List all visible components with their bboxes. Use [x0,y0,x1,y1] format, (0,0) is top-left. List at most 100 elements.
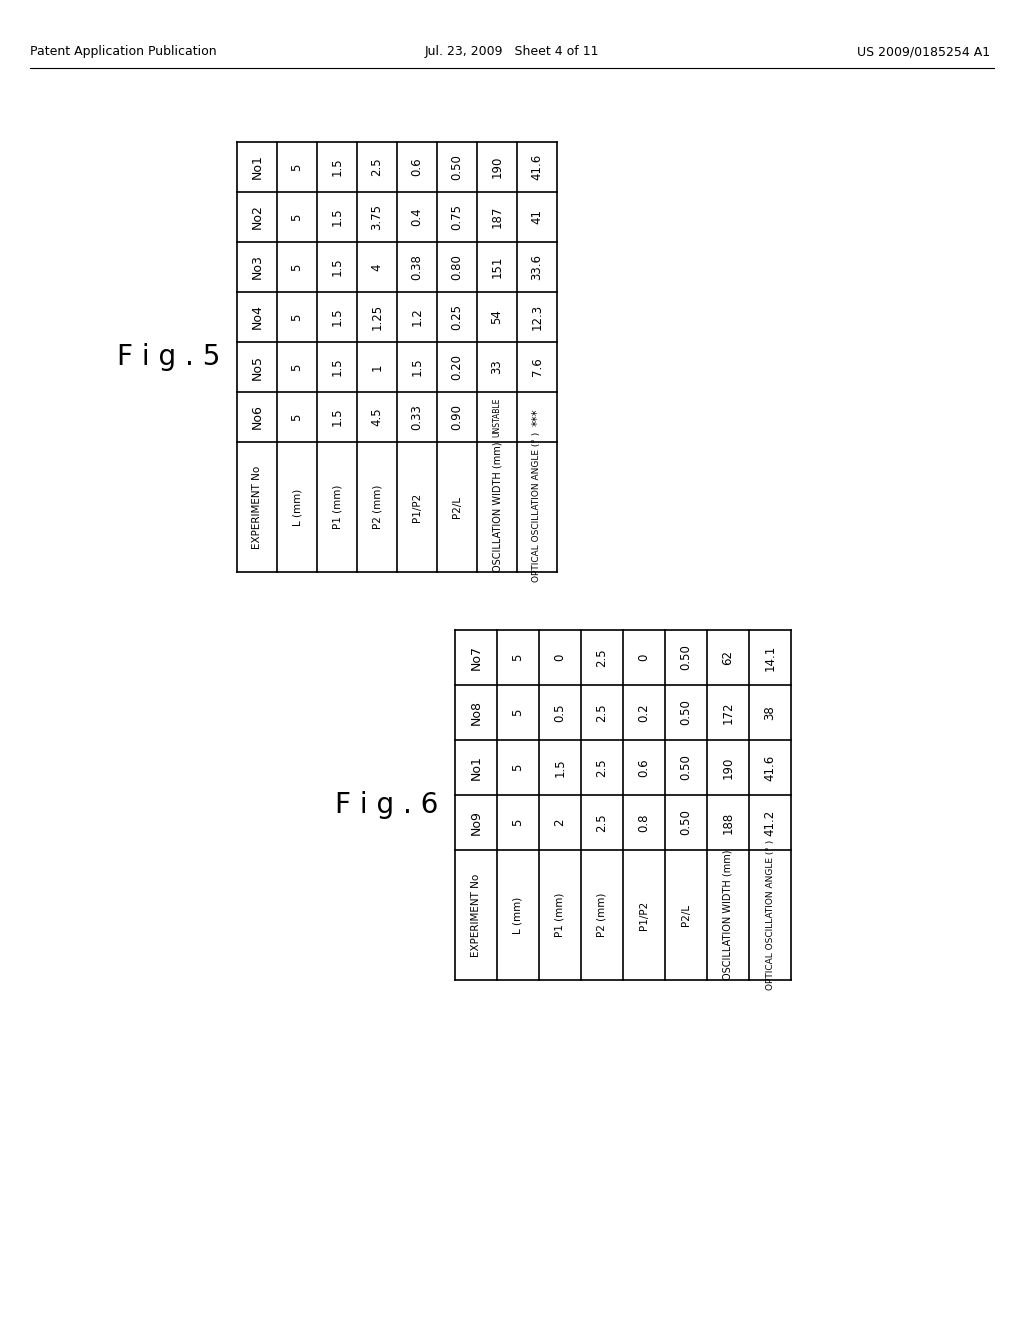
Text: 2.5: 2.5 [596,704,608,722]
Text: 188: 188 [722,812,734,834]
Text: EXPERIMENT No: EXPERIMENT No [471,874,481,957]
Text: No1: No1 [469,755,482,780]
Text: 0.50: 0.50 [680,644,692,671]
Text: 2.5: 2.5 [596,648,608,667]
Text: ***: *** [530,408,544,426]
Text: 41.6: 41.6 [764,754,776,780]
Text: 0.5: 0.5 [554,704,566,722]
Text: 0.4: 0.4 [411,207,424,226]
Text: 0.80: 0.80 [451,253,464,280]
Text: 0.20: 0.20 [451,354,464,380]
Text: Patent Application Publication: Patent Application Publication [30,45,217,58]
Text: 1.5: 1.5 [411,358,424,376]
Text: 0.33: 0.33 [411,404,424,430]
Text: P2 (mm): P2 (mm) [597,892,607,937]
Text: 2.5: 2.5 [371,157,384,177]
Text: L (mm): L (mm) [292,488,302,525]
Text: 2.5: 2.5 [596,813,608,832]
Text: 2: 2 [554,818,566,826]
Text: 0.50: 0.50 [680,755,692,780]
Text: 1.5: 1.5 [331,408,343,426]
Text: 0.25: 0.25 [451,304,464,330]
Text: P1/P2: P1/P2 [639,900,649,929]
Text: 12.3: 12.3 [530,304,544,330]
Text: 5: 5 [291,263,303,271]
Text: 190: 190 [490,156,504,178]
Text: 38: 38 [764,705,776,719]
Text: 41.6: 41.6 [530,154,544,180]
Text: 5: 5 [291,413,303,421]
Text: No9: No9 [469,810,482,836]
Text: P2/L: P2/L [681,904,691,927]
Text: Jul. 23, 2009   Sheet 4 of 11: Jul. 23, 2009 Sheet 4 of 11 [425,45,599,58]
Text: 0: 0 [554,653,566,661]
Text: 7.6: 7.6 [530,358,544,376]
Text: No6: No6 [251,404,263,429]
Text: 1.2: 1.2 [411,308,424,326]
Text: 5: 5 [291,363,303,371]
Text: 4.5: 4.5 [371,408,384,426]
Text: 5: 5 [512,764,524,771]
Text: 1.5: 1.5 [331,358,343,376]
Text: 5: 5 [512,818,524,826]
Text: 151: 151 [490,256,504,279]
Text: 1.5: 1.5 [554,758,566,776]
Text: OSCILLATION WIDTH (mm): OSCILLATION WIDTH (mm) [492,442,502,573]
Text: EXPERIMENT No: EXPERIMENT No [252,466,262,549]
Text: 1.5: 1.5 [331,157,343,177]
Text: 62: 62 [722,649,734,665]
Text: No1: No1 [251,154,263,180]
Text: 0.50: 0.50 [451,154,464,180]
Text: P1 (mm): P1 (mm) [332,484,342,529]
Text: No7: No7 [469,645,482,671]
Text: 33.6: 33.6 [530,253,544,280]
Text: 5: 5 [512,653,524,661]
Text: 2.5: 2.5 [596,758,608,776]
Text: No5: No5 [251,355,263,380]
Text: 5: 5 [291,214,303,220]
Text: No2: No2 [251,205,263,230]
Text: 0.6: 0.6 [638,758,650,776]
Text: 1.5: 1.5 [331,207,343,226]
Text: 1.5: 1.5 [331,257,343,276]
Text: P1/P2: P1/P2 [412,492,422,521]
Text: 0.50: 0.50 [680,700,692,726]
Text: 3.75: 3.75 [371,205,384,230]
Text: 190: 190 [722,756,734,779]
Text: 0.38: 0.38 [411,253,424,280]
Text: 14.1: 14.1 [764,644,776,671]
Text: P2 (mm): P2 (mm) [372,484,382,529]
Text: UNSTABLE: UNSTABLE [493,397,502,437]
Text: 5: 5 [291,164,303,170]
Text: 0.2: 0.2 [638,704,650,722]
Text: No3: No3 [251,255,263,280]
Text: F i g . 6: F i g . 6 [335,791,438,818]
Text: OSCILLATION WIDTH (mm): OSCILLATION WIDTH (mm) [723,850,733,981]
Text: 4: 4 [371,263,384,271]
Text: 1.5: 1.5 [331,308,343,326]
Text: 0.6: 0.6 [411,157,424,177]
Text: 1.25: 1.25 [371,304,384,330]
Text: 0.75: 0.75 [451,205,464,230]
Text: 41.2: 41.2 [764,809,776,836]
Text: 0.8: 0.8 [638,813,650,832]
Text: US 2009/0185254 A1: US 2009/0185254 A1 [857,45,990,58]
Text: OPTICAL OSCILLATION ANGLE (° ): OPTICAL OSCILLATION ANGLE (° ) [532,432,542,582]
Text: 5: 5 [291,313,303,321]
Text: 172: 172 [722,701,734,723]
Text: 5: 5 [512,709,524,717]
Text: 1: 1 [371,363,384,371]
Text: 41: 41 [530,210,544,224]
Text: 0.50: 0.50 [680,809,692,836]
Text: F i g . 5: F i g . 5 [118,343,221,371]
Text: 54: 54 [490,310,504,325]
Text: No8: No8 [469,700,482,725]
Text: 33: 33 [490,359,504,375]
Text: OPTICAL OSCILLATION ANGLE (° ): OPTICAL OSCILLATION ANGLE (° ) [766,840,774,990]
Text: 187: 187 [490,206,504,228]
Text: 0: 0 [638,653,650,661]
Text: 0.90: 0.90 [451,404,464,430]
Text: L (mm): L (mm) [513,896,523,933]
Text: P2/L: P2/L [452,496,462,517]
Text: No4: No4 [251,305,263,330]
